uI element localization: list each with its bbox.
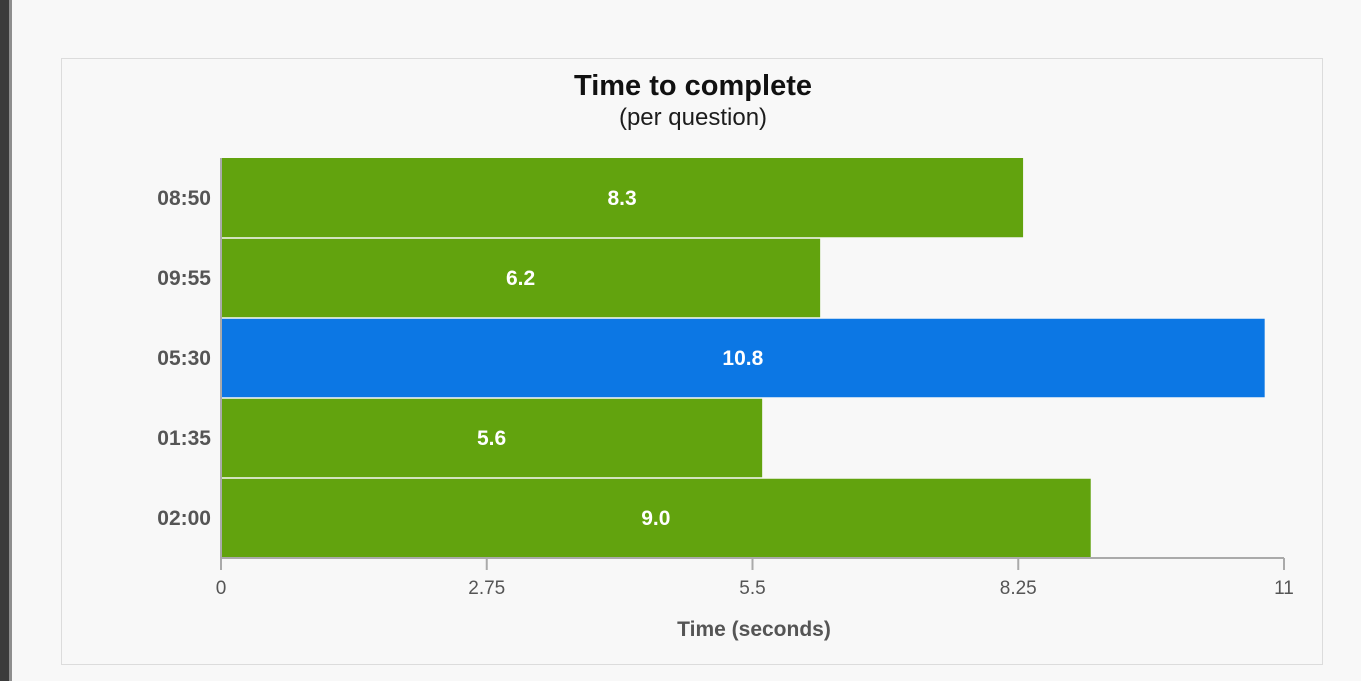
category-label: 08:50 [157, 187, 211, 210]
bar-0530 [221, 318, 1265, 398]
window-edge [0, 0, 9, 681]
bar-0135 [221, 398, 763, 478]
data-label: 9.0 [641, 507, 670, 530]
chart-panel: Time to complete (per question) 8.3 6.2 10… [61, 58, 1323, 665]
bars-group: 8.3 6.2 10.8 5.6 9.0 [221, 158, 1265, 558]
bar-chart: Time to complete (per question) 8.3 6.2 10… [157, 70, 1294, 641]
chart-title: Time to complete [574, 70, 812, 102]
x-tick-label: 8.25 [1000, 578, 1037, 599]
x-tick-label: 5.5 [739, 578, 765, 599]
category-label: 02:00 [157, 507, 211, 530]
bar-0850 [221, 158, 1024, 238]
x-tick-label: 11 [1274, 578, 1294, 599]
chart-subtitle: (per question) [619, 104, 767, 131]
category-label: 05:30 [157, 347, 211, 370]
category-label: 09:55 [157, 267, 211, 290]
data-label: 10.8 [722, 347, 763, 370]
bar-0955 [221, 238, 821, 318]
axes-group: 08:50 09:55 05:30 01:35 02:00 0 2.75 5.5 8.25 11 [157, 158, 1294, 599]
x-tick-label: 0 [216, 578, 227, 599]
category-label: 01:35 [157, 427, 211, 450]
data-label: 5.6 [477, 427, 506, 450]
x-tick-label: 2.75 [468, 578, 505, 599]
window-edge-divider [9, 0, 12, 681]
data-label: 8.3 [607, 187, 636, 210]
data-label: 6.2 [506, 267, 535, 290]
bar-0200 [221, 478, 1091, 558]
x-axis-title: Time (seconds) [677, 618, 831, 641]
